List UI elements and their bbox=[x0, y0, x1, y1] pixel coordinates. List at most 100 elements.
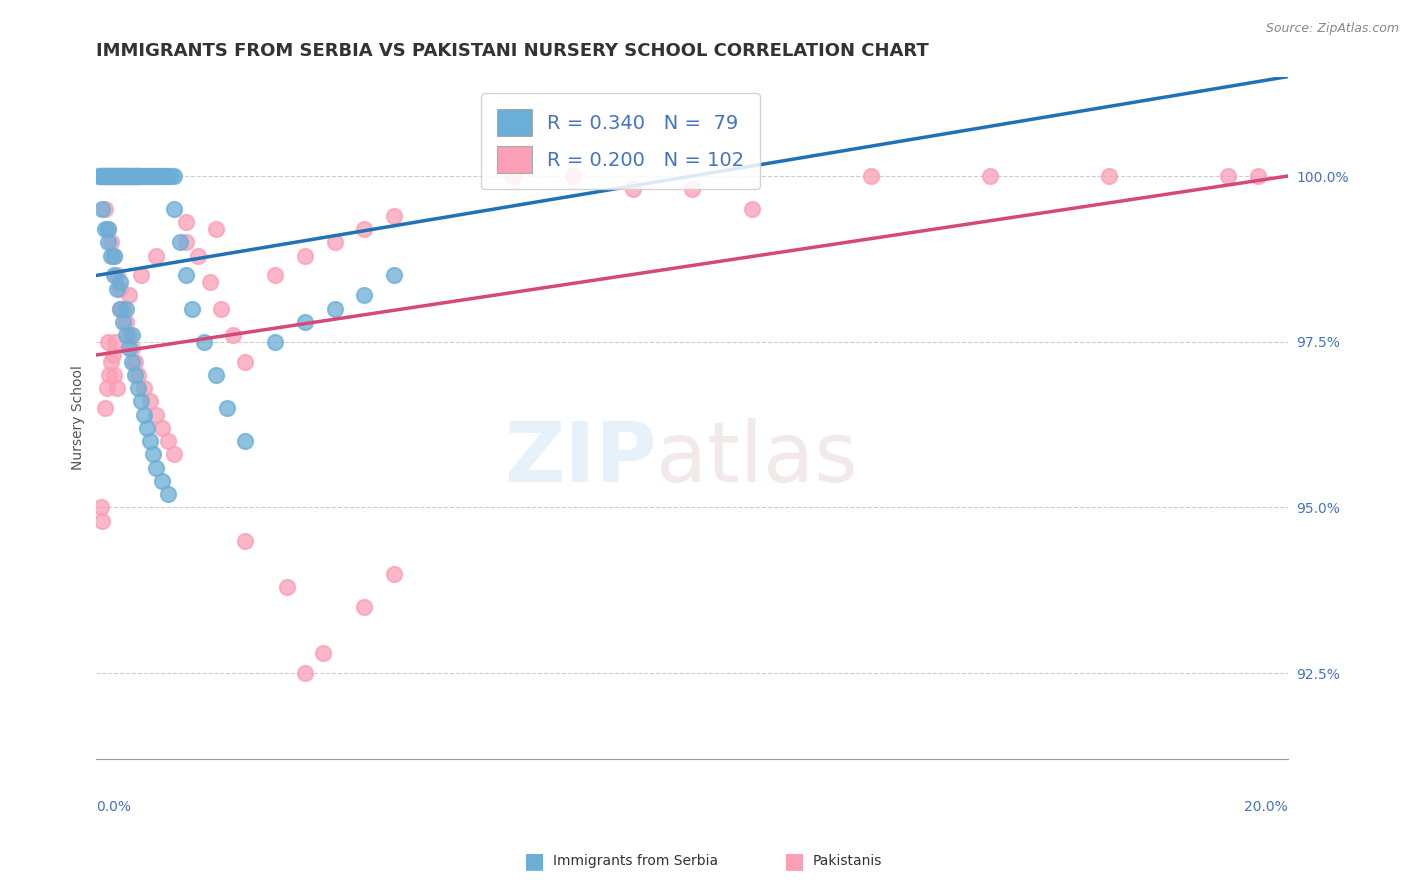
Point bbox=[120, 169, 142, 183]
Text: atlas: atlas bbox=[657, 418, 858, 500]
Point bbox=[127, 381, 149, 395]
Point bbox=[103, 368, 125, 382]
Point bbox=[120, 169, 142, 183]
Point bbox=[129, 169, 152, 183]
Text: IMMIGRANTS FROM SERBIA VS PAKISTANI NURSERY SCHOOL CORRELATION CHART: IMMIGRANTS FROM SERBIA VS PAKISTANI NURS… bbox=[97, 42, 929, 60]
Point bbox=[136, 169, 159, 183]
Point bbox=[94, 401, 117, 415]
Point bbox=[96, 169, 118, 183]
Point bbox=[100, 169, 122, 183]
Point bbox=[139, 434, 162, 449]
Point bbox=[108, 169, 131, 183]
Point bbox=[142, 169, 165, 183]
Point bbox=[159, 169, 181, 183]
Point bbox=[91, 169, 114, 183]
Text: 0.0%: 0.0% bbox=[97, 800, 131, 814]
Point bbox=[264, 268, 287, 283]
Point bbox=[132, 408, 155, 422]
Point bbox=[124, 368, 146, 382]
Point bbox=[128, 169, 150, 183]
Point bbox=[129, 268, 152, 283]
Point bbox=[91, 169, 114, 183]
Point bbox=[180, 301, 202, 316]
Point bbox=[323, 301, 346, 316]
Point bbox=[121, 169, 143, 183]
Point bbox=[118, 328, 141, 343]
Point bbox=[382, 268, 405, 283]
Point bbox=[101, 169, 124, 183]
Point bbox=[156, 169, 179, 183]
Point bbox=[94, 202, 117, 216]
Point bbox=[681, 182, 703, 196]
Point bbox=[110, 169, 132, 183]
Point bbox=[96, 169, 118, 183]
Point bbox=[562, 169, 585, 183]
Point bbox=[118, 169, 141, 183]
Point bbox=[103, 249, 125, 263]
Point bbox=[115, 169, 138, 183]
Point bbox=[125, 169, 148, 183]
Point bbox=[276, 580, 298, 594]
Text: ■: ■ bbox=[785, 851, 804, 871]
Legend: R = 0.340   N =  79, R = 0.200   N = 102: R = 0.340 N = 79, R = 0.200 N = 102 bbox=[481, 93, 761, 189]
Point bbox=[153, 169, 176, 183]
Point bbox=[108, 169, 131, 183]
Point bbox=[174, 268, 197, 283]
Point bbox=[117, 169, 139, 183]
Point bbox=[1098, 169, 1121, 183]
Point bbox=[294, 666, 316, 681]
Point bbox=[100, 235, 122, 250]
Point bbox=[91, 514, 114, 528]
Point bbox=[124, 169, 146, 183]
Point bbox=[121, 342, 143, 356]
Point bbox=[112, 169, 135, 183]
Point bbox=[145, 460, 167, 475]
Point bbox=[115, 315, 138, 329]
Point bbox=[312, 646, 335, 660]
Point bbox=[100, 354, 122, 368]
Point bbox=[105, 169, 128, 183]
Point bbox=[105, 282, 128, 296]
Point bbox=[129, 169, 152, 183]
Point bbox=[124, 169, 146, 183]
Point bbox=[100, 169, 122, 183]
Point bbox=[93, 169, 115, 183]
Point bbox=[121, 328, 143, 343]
Text: Source: ZipAtlas.com: Source: ZipAtlas.com bbox=[1265, 22, 1399, 36]
Y-axis label: Nursery School: Nursery School bbox=[72, 366, 86, 470]
Point bbox=[108, 169, 131, 183]
Point bbox=[108, 169, 131, 183]
Point bbox=[115, 328, 138, 343]
Point bbox=[204, 368, 226, 382]
Point bbox=[101, 348, 124, 362]
Point bbox=[100, 249, 122, 263]
Point bbox=[233, 354, 256, 368]
Point bbox=[105, 268, 128, 283]
Point bbox=[122, 169, 145, 183]
Point bbox=[264, 334, 287, 349]
Point bbox=[94, 169, 117, 183]
Point bbox=[132, 169, 155, 183]
Point bbox=[139, 169, 162, 183]
Point bbox=[124, 354, 146, 368]
Point bbox=[115, 301, 138, 316]
Point bbox=[169, 235, 191, 250]
Point bbox=[108, 282, 131, 296]
Point bbox=[98, 368, 121, 382]
Point bbox=[127, 169, 149, 183]
Point bbox=[96, 381, 118, 395]
Point bbox=[104, 169, 127, 183]
Point bbox=[156, 487, 179, 501]
Point bbox=[198, 275, 221, 289]
Point bbox=[104, 169, 127, 183]
Point bbox=[1218, 169, 1240, 183]
Point bbox=[323, 235, 346, 250]
Point bbox=[98, 169, 121, 183]
Point bbox=[211, 301, 233, 316]
Point bbox=[174, 235, 197, 250]
Point bbox=[233, 533, 256, 548]
Point bbox=[118, 169, 141, 183]
Point bbox=[97, 222, 120, 236]
Point bbox=[621, 182, 644, 196]
Point bbox=[103, 268, 125, 283]
